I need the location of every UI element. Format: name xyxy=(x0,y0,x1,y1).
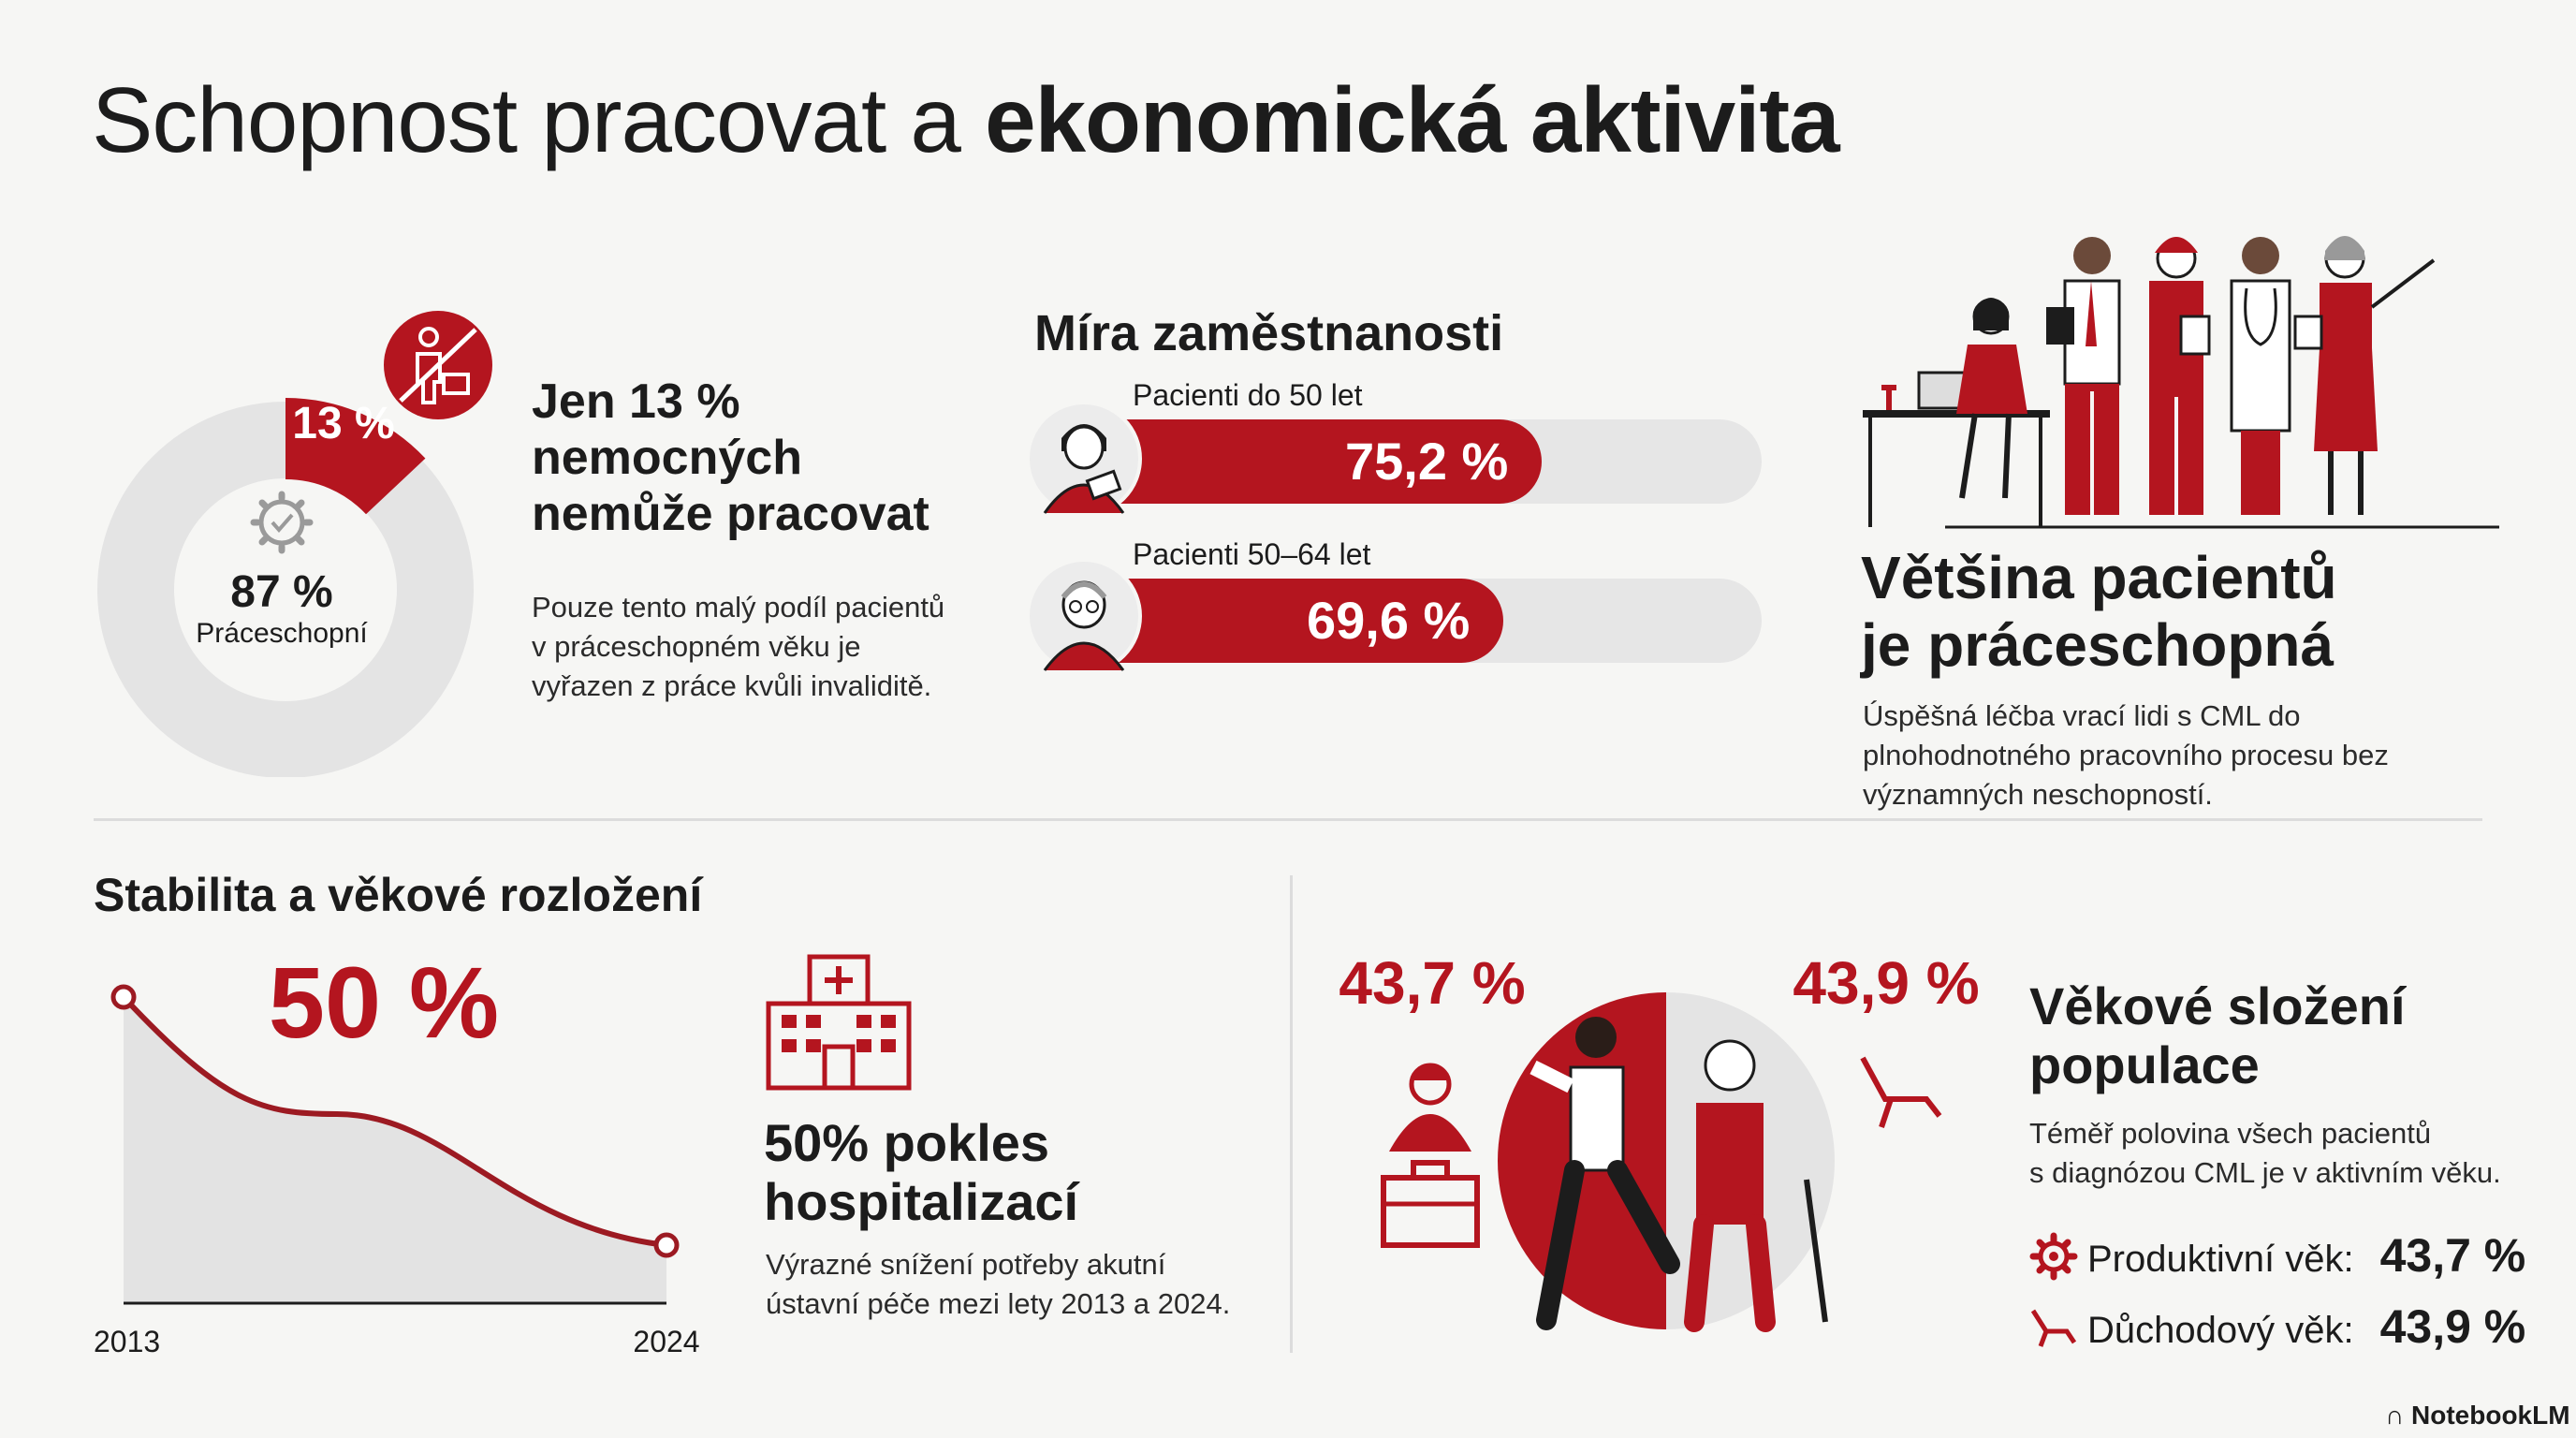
age-heading-line1: Věkové složení xyxy=(2029,976,2406,1035)
retirement-row: Důchodový věk: 43,9 % xyxy=(2087,1299,2525,1354)
bar-label-under-50: Pacienti do 50 let xyxy=(1133,378,1363,412)
title-regular: Schopnost pracovat a xyxy=(92,68,986,171)
age-heading-line2: populace xyxy=(2029,1034,2260,1094)
retirement-label: Důchodový věk: xyxy=(2087,1310,2354,1351)
donut-slice-label: 13 % xyxy=(292,399,394,448)
brand-footer: ∩ NotebookLM xyxy=(2385,1401,2570,1431)
x-label-2024: 2024 xyxy=(633,1325,699,1358)
worker-man-clipboard xyxy=(2046,237,2121,515)
page-title: Schopnost pracovat a ekonomická aktivita xyxy=(92,66,1840,176)
donut-slice-13 xyxy=(285,398,426,515)
bar-value-under-50: 75,2 % xyxy=(1345,432,1509,491)
workers-heading-line2: je práceschopná xyxy=(1861,610,2334,679)
section-divider xyxy=(94,818,2482,821)
notebooklm-icon: ∩ xyxy=(2385,1401,2405,1430)
no-work-icon xyxy=(384,311,492,419)
point-2024 xyxy=(653,1232,680,1258)
recliner-icon xyxy=(2030,1309,2077,1347)
briefcase-icon xyxy=(1381,1160,1480,1248)
donut-center-label: Práceschopní xyxy=(196,618,368,649)
hospitalization-text-line1: Výrazné snížení potřeby akutní xyxy=(766,1248,1166,1281)
worker-woman-teacher xyxy=(2293,236,2436,515)
stability-heading: Stabilita a věkové rozložení xyxy=(94,869,703,921)
hospitalization-heading-line1: 50% pokles xyxy=(764,1113,1050,1172)
productive-value: 43,7 % xyxy=(2379,1229,2526,1282)
productive-row: Produktivní věk: 43,7 % xyxy=(2087,1228,2525,1283)
gear-icon xyxy=(2029,1232,2078,1281)
inability-text: Pouze tento malý podíl pacientů v práces… xyxy=(532,591,945,703)
retirement-pct: 43,9 % xyxy=(1793,949,1979,1017)
age-text-line1: Téměř polovina všech pacientů xyxy=(2029,1117,2432,1150)
productive-label: Produktivní věk: xyxy=(2087,1239,2354,1280)
bar-value-50-64: 69,6 % xyxy=(1307,591,1471,650)
walking-man-icon xyxy=(1530,1017,1680,1330)
young-man-tablet-icon xyxy=(1026,401,1142,517)
productive-pct: 43,7 % xyxy=(1339,949,1525,1017)
area-fill xyxy=(124,997,666,1303)
inability-heading: Jen 13 % nemocných nemůže pracovat xyxy=(532,374,929,541)
employment-heading: Míra zaměstnanosti xyxy=(1034,305,1504,361)
age-heading: Věkové složení populace xyxy=(2029,976,2406,1094)
x-label-2013: 2013 xyxy=(94,1325,160,1358)
hospitalization-heading-line2: hospitalizací xyxy=(764,1171,1079,1231)
hospital-icon xyxy=(766,954,912,1091)
age-composition-chart: 43,7 % 43,9 % xyxy=(1339,949,1980,1332)
age-text: Téměř polovina všech pacientů s diagnózo… xyxy=(2029,1114,2501,1193)
title-bold: ekonomická aktivita xyxy=(985,68,1839,171)
hospitalization-area-chart: 50 % 2013 2024 xyxy=(94,955,700,1358)
hospitalization-heading: 50% pokles hospitalizací xyxy=(764,1113,1079,1231)
workers-heading-line1: Většina pacientů xyxy=(1861,544,2337,611)
brand-name: NotebookLM xyxy=(2411,1401,2570,1430)
worker-construction xyxy=(2149,237,2211,515)
retirement-value: 43,9 % xyxy=(2379,1300,2526,1353)
trend-line xyxy=(121,994,667,1248)
workers-heading: Většina pacientů je práceschopná xyxy=(1861,544,2337,679)
age-text-line2: s diagnózou CML je v aktivním věku. xyxy=(2029,1156,2501,1190)
column-divider xyxy=(1290,875,1293,1353)
gear-check-icon xyxy=(250,491,314,554)
older-man-icon xyxy=(1026,558,1142,674)
workers-illustration xyxy=(1863,236,2499,529)
lounge-chair-icon xyxy=(1860,1056,1942,1128)
hospitalization-text: Výrazné snížení potřeby akutní ústavní p… xyxy=(766,1245,1230,1324)
elderly-man-icon xyxy=(1684,1039,1828,1332)
decline-value: 50 % xyxy=(269,955,499,1059)
workers-text: Úspěšná léčba vrací lidi s CML do plnoho… xyxy=(1863,699,2389,812)
point-2013 xyxy=(110,984,137,1010)
donut-chart: 13 % 87 % Práceschopní xyxy=(97,398,474,777)
businesswoman-icon xyxy=(1389,1063,1471,1152)
donut-center-value: 87 % xyxy=(230,567,332,617)
worker-doctor xyxy=(2230,237,2291,515)
bar-label-50-64: Pacienti 50–64 let xyxy=(1133,537,1371,571)
hospitalization-text-line2: ústavní péče mezi lety 2013 a 2024. xyxy=(766,1287,1231,1321)
